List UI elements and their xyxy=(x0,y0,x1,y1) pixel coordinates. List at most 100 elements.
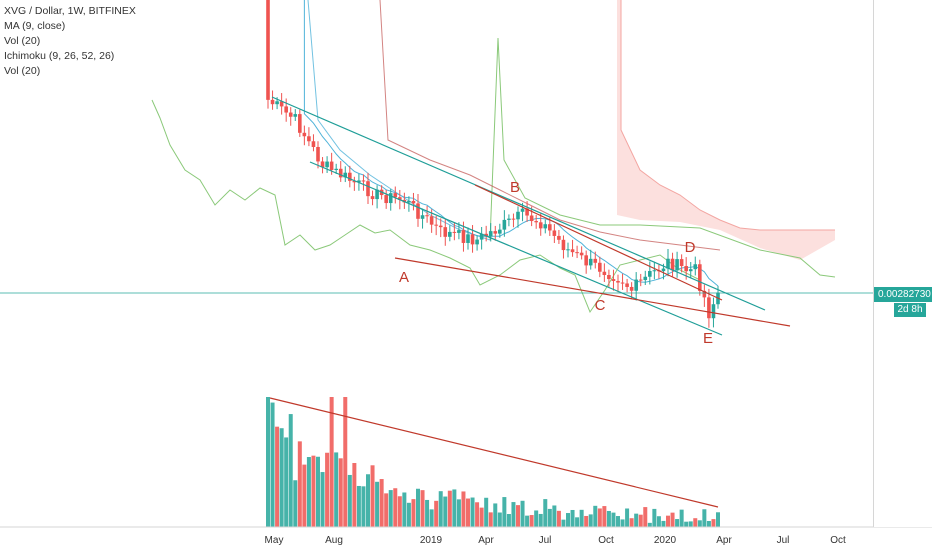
candle-body xyxy=(643,276,648,281)
volume-bar xyxy=(647,522,652,527)
volume-bar xyxy=(656,516,661,527)
candle-body xyxy=(679,259,684,267)
volume-bar xyxy=(534,510,539,527)
time-axis-label: Oct xyxy=(598,535,614,546)
volume-trendline xyxy=(269,397,719,508)
volume-bar xyxy=(625,508,630,527)
volume-bar xyxy=(584,515,589,527)
legend-ichimoku[interactable]: Ichimoku (9, 26, 52, 26) xyxy=(4,50,115,62)
candle-body xyxy=(557,235,561,240)
legend-ma[interactable]: MA (9, close) xyxy=(4,20,66,32)
volume-bar xyxy=(634,513,639,527)
candle-body xyxy=(507,218,511,220)
bar-countdown: 2d 8h xyxy=(894,303,926,317)
volume-bar xyxy=(429,509,434,527)
volume-bar xyxy=(711,519,716,527)
indicator-lines xyxy=(151,0,836,314)
volume-bar xyxy=(506,514,511,527)
volume-bar xyxy=(447,490,452,527)
candle-body xyxy=(275,101,279,105)
volume-bar xyxy=(297,441,302,527)
volume-bar xyxy=(643,507,648,527)
candle-body xyxy=(416,203,420,219)
candle-body xyxy=(316,146,320,162)
candle-body xyxy=(593,258,598,263)
volume-bar xyxy=(566,513,570,527)
volume-bar xyxy=(670,512,675,527)
volume-bar xyxy=(702,509,707,527)
volume-bar xyxy=(697,520,702,527)
candle-body xyxy=(429,216,434,225)
volume-bar xyxy=(529,515,534,527)
leading-span-b xyxy=(489,37,836,278)
candle-body xyxy=(438,225,443,228)
volume-bar xyxy=(516,505,520,527)
volume-bar xyxy=(620,519,625,527)
candle-body xyxy=(266,0,270,100)
volume-bar xyxy=(356,485,361,527)
volume-bar xyxy=(666,515,670,527)
volume-bar xyxy=(493,503,498,527)
legend-volume-2[interactable]: Vol (20) xyxy=(4,65,41,77)
volume-bar xyxy=(375,481,380,527)
time-axis-label: Apr xyxy=(478,535,494,546)
volume-bar xyxy=(275,426,280,527)
volume-bar xyxy=(511,502,516,527)
candle-body xyxy=(398,197,402,200)
base-line xyxy=(379,0,721,251)
candle-body xyxy=(393,193,398,198)
time-axis-label: Aug xyxy=(325,535,343,546)
candle-body xyxy=(516,211,520,220)
candle-body xyxy=(538,222,543,229)
leading-span-a xyxy=(620,0,835,231)
volume-bar xyxy=(693,518,698,527)
candle-body xyxy=(561,239,566,251)
candle-body xyxy=(498,229,502,234)
candle-body xyxy=(688,269,693,272)
volume-bar xyxy=(684,521,689,527)
legend-volume[interactable]: Vol (20) xyxy=(4,35,41,47)
volume-bar xyxy=(434,500,439,527)
volume-bar xyxy=(320,472,325,527)
price-scale[interactable] xyxy=(873,0,932,527)
resistance-line xyxy=(474,184,723,301)
candle-body xyxy=(329,161,334,170)
volume-bar xyxy=(652,508,657,527)
candle-body xyxy=(616,280,620,283)
volume-bar xyxy=(325,452,330,527)
volume-bar xyxy=(661,520,666,527)
candle-body xyxy=(511,218,516,220)
volume-bar xyxy=(616,516,620,527)
candle-body xyxy=(302,132,307,137)
candle-body xyxy=(566,249,570,251)
upper-channel-line xyxy=(271,96,766,311)
volume-bar xyxy=(266,397,270,527)
volume-bar xyxy=(411,499,416,527)
candle-body xyxy=(479,233,484,240)
volume-bar xyxy=(475,502,480,527)
candle-body xyxy=(638,279,643,281)
legend-symbol[interactable]: XVG / Dollar, 1W, BITFINEX xyxy=(4,5,136,17)
volume-bar xyxy=(461,491,466,527)
volume-bar xyxy=(602,506,607,527)
candle-body xyxy=(443,227,448,237)
volume-bar xyxy=(606,510,611,527)
volume-bar xyxy=(416,488,420,527)
candle-body xyxy=(670,258,675,271)
volume-bar xyxy=(543,499,548,527)
candle-body xyxy=(588,258,593,266)
volume-bar xyxy=(425,499,430,527)
lower-channel-line xyxy=(309,161,723,336)
candle-body xyxy=(707,297,711,319)
candle-body xyxy=(529,215,534,222)
candle-body xyxy=(711,304,716,319)
candle-body xyxy=(570,249,575,253)
candle-body xyxy=(520,208,525,212)
candle-body xyxy=(470,234,475,245)
candle-body xyxy=(620,282,625,284)
volume-bar xyxy=(456,499,461,527)
volume-bar xyxy=(379,479,384,527)
volume-bar xyxy=(597,508,602,527)
